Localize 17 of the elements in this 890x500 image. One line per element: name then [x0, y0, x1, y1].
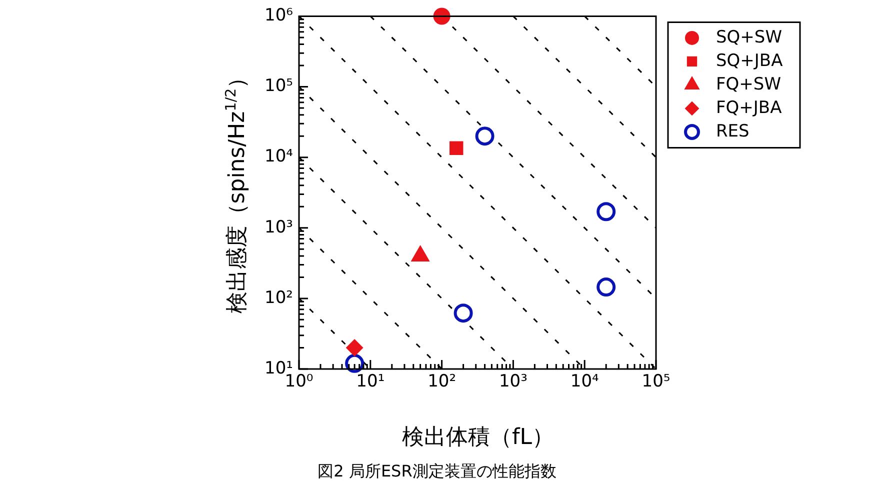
legend-label: SQ+JBA	[716, 50, 784, 71]
caption: 図2 局所ESR測定装置の性能指数	[318, 462, 556, 482]
x-axis-title: 検出体積（fL）	[402, 424, 554, 452]
x-tick-label: 10⁴	[570, 372, 600, 392]
x-tick-label: 10³	[498, 372, 528, 392]
y-tick-label: 10⁴	[264, 146, 294, 167]
y-tick-label: 10²	[264, 288, 293, 308]
y-tick-label: 10³	[264, 217, 293, 238]
legend-label: RES	[716, 121, 750, 142]
x-tick-label: 10²	[428, 372, 456, 392]
y-tick-label: 10⁶	[264, 6, 294, 26]
legend-label: SQ+SW	[716, 27, 782, 48]
y-tick-label: 10⁵	[264, 76, 293, 96]
legend-label: FQ+JBA	[716, 98, 782, 118]
legend-label: FQ+SW	[716, 74, 782, 94]
x-tick-label: 10⁵	[642, 372, 670, 392]
x-tick-label: 10¹	[356, 372, 385, 392]
